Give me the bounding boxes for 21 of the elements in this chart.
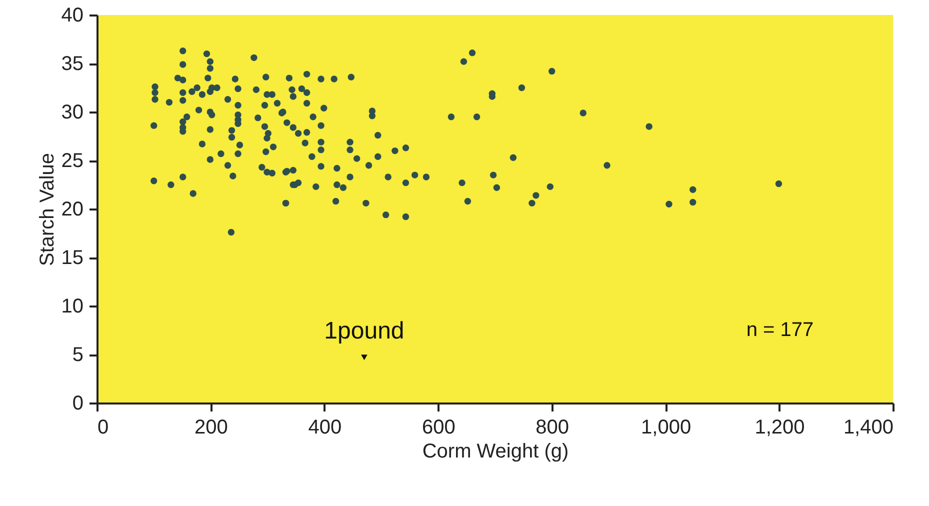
y-axis-title: Starch Value [36,152,58,266]
y-tick-label: 20 [61,198,84,220]
y-tick-label: 35 [61,53,84,75]
y-tick-label: 25 [61,150,84,172]
y-tick-label: 15 [61,247,84,269]
x-tick-label: 1,200 [754,416,805,438]
x-tick-label: 0 [98,416,109,438]
annotation: 1pound [324,317,404,344]
x-tick-label: 1,400 [843,416,894,438]
y-tick-label: 0 [72,392,84,414]
x-tick-label: 400 [308,416,342,438]
y-tick-label: 10 [61,296,84,318]
y-tick-label: 30 [61,102,84,124]
x-axis-title: Corm Weight (g) [422,440,569,462]
x-tick-label: 200 [194,416,228,438]
x-tick-label: 1,000 [641,416,692,438]
annotation: n = 177 [746,319,814,341]
y-tick-label: 5 [72,344,84,366]
x-tick-label: 600 [422,416,456,438]
y-tick-label: 40 [61,4,84,26]
x-tick-label: 800 [536,416,570,438]
